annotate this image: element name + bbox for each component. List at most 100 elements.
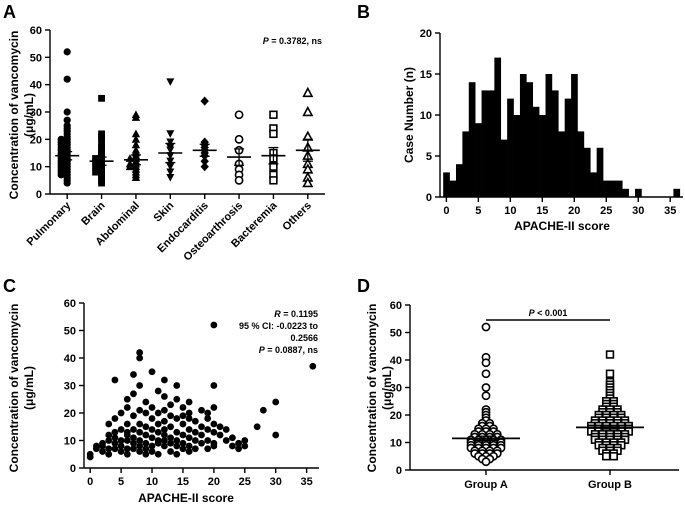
- panel-c-point: [154, 428, 162, 436]
- panel-b-x-tick-label: 10: [504, 205, 516, 217]
- panel-b-x-tick-label: 0: [443, 205, 449, 217]
- panel-a-point: [92, 168, 99, 176]
- panel-c-xlabel: APACHE-II score: [138, 491, 234, 505]
- panel-b-y-tick-label: 5: [426, 151, 432, 163]
- panel-c-point: [173, 437, 181, 444]
- panel-b-bar: [449, 180, 457, 197]
- panel-b-x-tick-label: 35: [664, 205, 676, 217]
- panel-c-point: [117, 437, 125, 444]
- panel-c-point: [105, 437, 113, 444]
- panel-c-point: [130, 439, 137, 447]
- panel-c-point: [185, 415, 193, 422]
- panel-c-ylabel-line2: (μg/mL): [22, 366, 36, 410]
- panel-c-y-tick-label: 50: [64, 326, 76, 338]
- panel-c-point: [111, 434, 119, 442]
- panel-c-y-tick-label: 0: [70, 463, 76, 475]
- panel-c-point: [185, 398, 193, 406]
- panel-b-bar: [545, 74, 553, 197]
- panel-a-point: [166, 174, 175, 182]
- panel-c-point: [198, 431, 205, 439]
- panel-b-bar: [539, 115, 546, 197]
- panel-c-point: [142, 423, 150, 431]
- panel-c-point: [99, 448, 106, 455]
- panel-c-point: [160, 431, 168, 439]
- panel-c-point: [173, 382, 181, 389]
- panel-b-bar: [590, 172, 597, 197]
- panel-a-point: [234, 134, 244, 144]
- panel-b-bar: [500, 139, 508, 197]
- panel-c-x-tick-label: 30: [270, 476, 282, 488]
- panel-c-x-tick-label: 35: [301, 476, 313, 488]
- panel-a-point: [125, 162, 135, 171]
- panel-c-point: [148, 442, 156, 450]
- panel-a-point: [166, 163, 175, 171]
- panel-c-y-tick-label: 10: [64, 436, 76, 448]
- panel-c-stat-line: R = 0.1195: [274, 309, 318, 319]
- panel-c-point: [235, 445, 243, 453]
- panel-c-point: [130, 434, 137, 442]
- panel-c-y-tick-label: 60: [64, 298, 76, 310]
- panel-c-point: [136, 442, 144, 450]
- panel-a-point: [166, 130, 175, 138]
- panel-d-point: [605, 369, 615, 378]
- panel-c-point: [136, 437, 144, 444]
- panel-c-x-tick-label: 10: [146, 476, 158, 488]
- panel-c-point: [167, 401, 174, 409]
- panel-a-y-tick-label: 30: [30, 107, 42, 119]
- panel-d-category-label: Group A: [464, 479, 508, 491]
- panel-c-point: [185, 442, 193, 450]
- panel-c-point: [204, 445, 212, 453]
- panel-c-point: [160, 417, 168, 425]
- panel-a-point: [166, 168, 175, 177]
- panel-c-point: [130, 390, 137, 398]
- panel-b-bar: [577, 131, 585, 197]
- panel-a-point: [63, 48, 71, 56]
- panel-b-bar: [596, 147, 604, 197]
- panel-b-bar: [519, 74, 527, 197]
- panel-c-point: [148, 368, 156, 376]
- panel-c-point: [191, 417, 199, 425]
- panel-c-point: [241, 442, 249, 450]
- panel-c-point: [204, 415, 212, 422]
- panel-a-point: [200, 96, 209, 106]
- panel-c-point: [111, 415, 119, 422]
- panel-c-point: [148, 448, 156, 455]
- panel-c-stat-line: 0.2566: [290, 333, 318, 343]
- panel-c-point: [191, 437, 199, 444]
- panel-c-point: [198, 406, 205, 414]
- panel-c-point: [130, 426, 137, 433]
- panel-c-point: [185, 448, 193, 455]
- panel-c-point: [185, 409, 193, 417]
- panel-d-point: [481, 383, 491, 392]
- panel-c-point: [253, 423, 261, 431]
- panel-a-point: [234, 110, 244, 120]
- panel-c-point: [117, 426, 125, 433]
- panel-c-point: [241, 437, 249, 444]
- panel-a-y-tick-label: 0: [36, 189, 42, 201]
- panel-c-point: [123, 420, 131, 428]
- panel-c-point: [117, 442, 125, 450]
- panel-c-point: [123, 404, 131, 411]
- panel-c-point: [136, 349, 144, 356]
- panel-c-point: [148, 434, 156, 442]
- panel-c-point: [148, 426, 156, 433]
- panel-d-ylabel-line2: (μg/mL): [380, 366, 394, 410]
- panel-c-point: [154, 420, 162, 428]
- panel-c-point: [191, 428, 199, 436]
- panel-c-point: [105, 445, 113, 453]
- panel-c-point: [154, 387, 162, 395]
- panel-a-category-label: Pulmonary: [25, 199, 74, 248]
- panel-b-bar: [455, 164, 463, 197]
- panel-a-category-label: Skin: [152, 199, 177, 224]
- panel-d-point: [481, 322, 491, 332]
- panel-letter-d: D: [357, 276, 370, 296]
- panel-c-point: [142, 409, 150, 417]
- panel-c-point: [130, 445, 137, 453]
- panel-a-point: [63, 116, 71, 124]
- panel-c-point: [229, 442, 236, 450]
- panel-c-point: [142, 431, 150, 439]
- panel-c-point: [198, 439, 205, 447]
- panel-c-point: [185, 426, 193, 433]
- panel-a-point: [302, 176, 314, 188]
- panel-b-bar: [603, 180, 610, 197]
